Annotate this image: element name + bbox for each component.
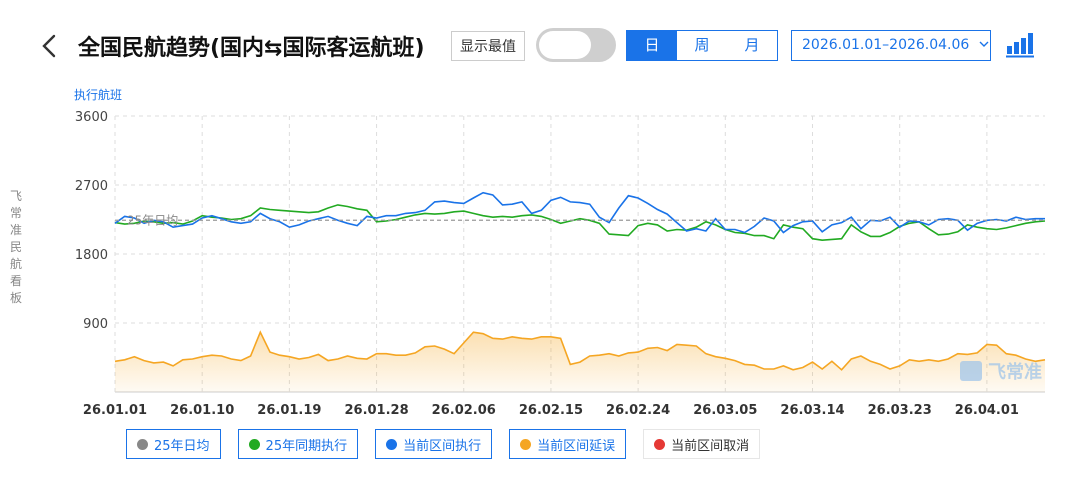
watermark: 飞常准	[960, 358, 1042, 384]
show-extreme-toggle[interactable]	[536, 28, 616, 62]
tab-day[interactable]: 日	[627, 31, 677, 60]
date-range-text: 2026.01.01–2026.04.06	[802, 37, 970, 53]
y-tick-label: 900	[83, 317, 108, 332]
date-range-select[interactable]: 2026.01.01–2026.04.06	[791, 30, 991, 61]
x-tick-label: 26.04.01	[955, 403, 1019, 418]
legend-dot	[654, 438, 666, 450]
side-label: 飞常准民航看板	[9, 189, 22, 305]
legend-item-delay[interactable]: 当前区间延误	[509, 429, 627, 459]
legend-item-last-year[interactable]: 25年同期执行	[237, 429, 359, 459]
granularity-tabs: 日 周 月	[626, 30, 778, 61]
legend-dot	[248, 438, 260, 450]
reference-line-label: 25年日均	[127, 213, 178, 227]
show-extreme-label: 显示最值	[451, 31, 525, 61]
y-tick-label: 2700	[75, 179, 108, 194]
legend-label: 当前区间取消	[671, 438, 750, 454]
x-tick-label: 26.03.23	[868, 403, 932, 418]
page-title: 全国民航趋势(国内⇆国际客运航班)	[78, 36, 425, 61]
legend-item-current[interactable]: 当前区间执行	[375, 429, 493, 459]
x-tick-label: 26.01.01	[83, 403, 147, 418]
legend-dot	[520, 438, 532, 450]
trend-chart: 900 1800 2700 3600 26.01.01 26.01.10 26.01.19 2…	[75, 110, 1046, 418]
legend-item-avg[interactable]: 25年日均	[126, 429, 221, 459]
series-line-current	[114, 191, 1045, 234]
legend-label: 当前区间延误	[537, 438, 616, 454]
bar-chart-icon[interactable]	[1004, 30, 1036, 58]
toggle-knob	[539, 31, 591, 59]
header: 全国民航趋势(国内⇆国际客运航班) 显示最值 日 周 月 2026.01.01–…	[0, 0, 1080, 92]
x-tick-label: 26.01.19	[257, 403, 321, 418]
x-tick-label: 26.02.24	[606, 403, 670, 418]
chevron-down-icon	[979, 41, 989, 47]
y-tick-label: 3600	[75, 110, 108, 125]
tab-week[interactable]: 周	[694, 36, 710, 54]
x-tick-label: 26.03.05	[693, 403, 757, 418]
x-tick-label: 26.01.28	[344, 403, 408, 418]
x-tick-label: 26.01.10	[170, 403, 234, 418]
watermark-logo-icon	[960, 361, 982, 381]
back-chevron-icon[interactable]	[34, 28, 64, 64]
tab-month[interactable]: 月	[744, 36, 760, 54]
series-line-last-year	[114, 204, 1046, 242]
x-tick-label: 26.03.14	[780, 403, 844, 418]
x-tick-label: 26.02.15	[519, 403, 583, 418]
x-tick-label: 26.02.06	[432, 403, 496, 418]
legend: 25年日均 25年同期执行 当前区间执行 当前区间延误 当前区间取消	[126, 429, 777, 459]
y-tick-label: 1800	[75, 248, 108, 263]
legend-dot	[386, 438, 398, 450]
watermark-text: 飞常准	[988, 362, 1042, 383]
legend-item-cancel[interactable]: 当前区间取消	[643, 429, 761, 459]
legend-label: 当前区间执行	[403, 438, 482, 454]
series-line-delay	[114, 330, 1046, 371]
legend-label: 25年日均	[154, 438, 210, 454]
legend-dot	[137, 438, 148, 450]
y-axis-title: 执行航班	[74, 88, 123, 102]
legend-label: 25年同期执行	[265, 438, 348, 454]
